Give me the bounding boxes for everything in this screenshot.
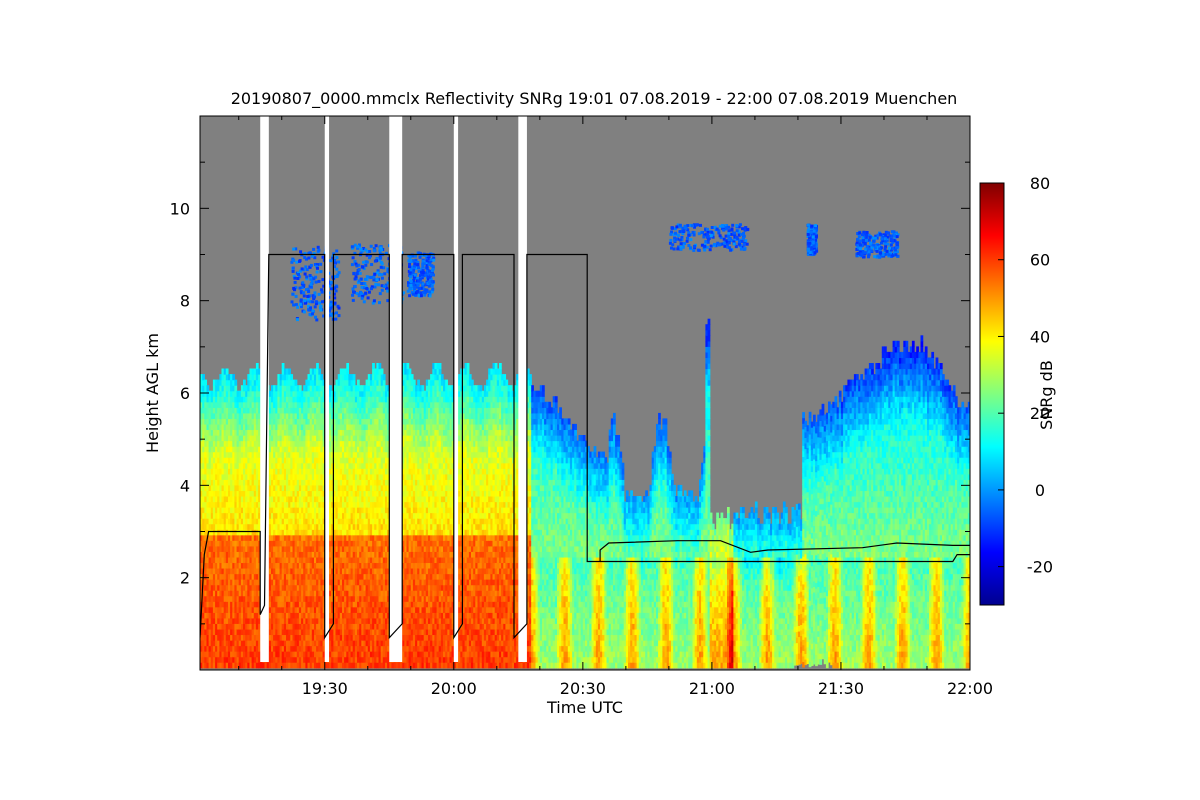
data-gap xyxy=(260,116,269,662)
x-tick-label: 19:30 xyxy=(302,679,348,698)
x-tick-label: 20:30 xyxy=(560,679,606,698)
plot-area xyxy=(200,116,970,670)
colorbar: -20 0 20 40 60 80 xyxy=(979,174,1053,606)
colorbar-tick-label: 80 xyxy=(1030,174,1050,193)
x-axis: 19:30 20:00 20:30 21:00 21:30 22:00 xyxy=(238,116,993,698)
colorbar-scale xyxy=(979,182,1005,606)
data-gap xyxy=(389,116,403,662)
lower-boundary-line xyxy=(600,553,970,563)
x-tick-label: 21:00 xyxy=(689,679,735,698)
chart-title: 20190807_0000.mmclx Reflectivity SNRg 19… xyxy=(231,89,958,109)
y-axis-label: Height AGL km xyxy=(143,333,162,453)
y-tick-label: 6 xyxy=(180,384,190,403)
reflectivity-field xyxy=(200,223,970,669)
data-gap xyxy=(324,116,330,662)
colorbar-label: SNRg dB xyxy=(1037,360,1056,430)
colorbar-tick-label: 0 xyxy=(1035,481,1045,500)
colorbar-tick-label: -20 xyxy=(1027,558,1053,577)
y-tick-label: 8 xyxy=(180,292,190,311)
y-axis: 2 4 6 8 10 xyxy=(170,161,970,625)
colorbar-tick-label: 40 xyxy=(1030,327,1050,346)
colorbar-tick-label: 20 xyxy=(1030,404,1050,423)
x-tick-label: 22:00 xyxy=(947,679,993,698)
data-gap xyxy=(453,116,459,662)
data-gap xyxy=(518,116,527,662)
x-tick-label: 21:30 xyxy=(818,679,864,698)
colorbar-tick-label: 60 xyxy=(1030,251,1050,270)
x-tick-label: 20:00 xyxy=(431,679,477,698)
y-tick-label: 4 xyxy=(180,476,190,495)
boundary-line xyxy=(200,253,970,640)
y-tick-label: 10 xyxy=(170,199,190,218)
y-tick-label: 2 xyxy=(180,569,190,588)
x-axis-label: Time UTC xyxy=(546,698,623,717)
